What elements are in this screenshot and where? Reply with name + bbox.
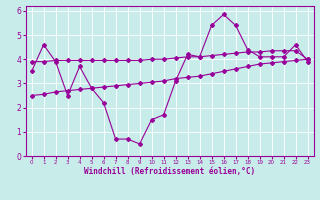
X-axis label: Windchill (Refroidissement éolien,°C): Windchill (Refroidissement éolien,°C) — [84, 167, 255, 176]
